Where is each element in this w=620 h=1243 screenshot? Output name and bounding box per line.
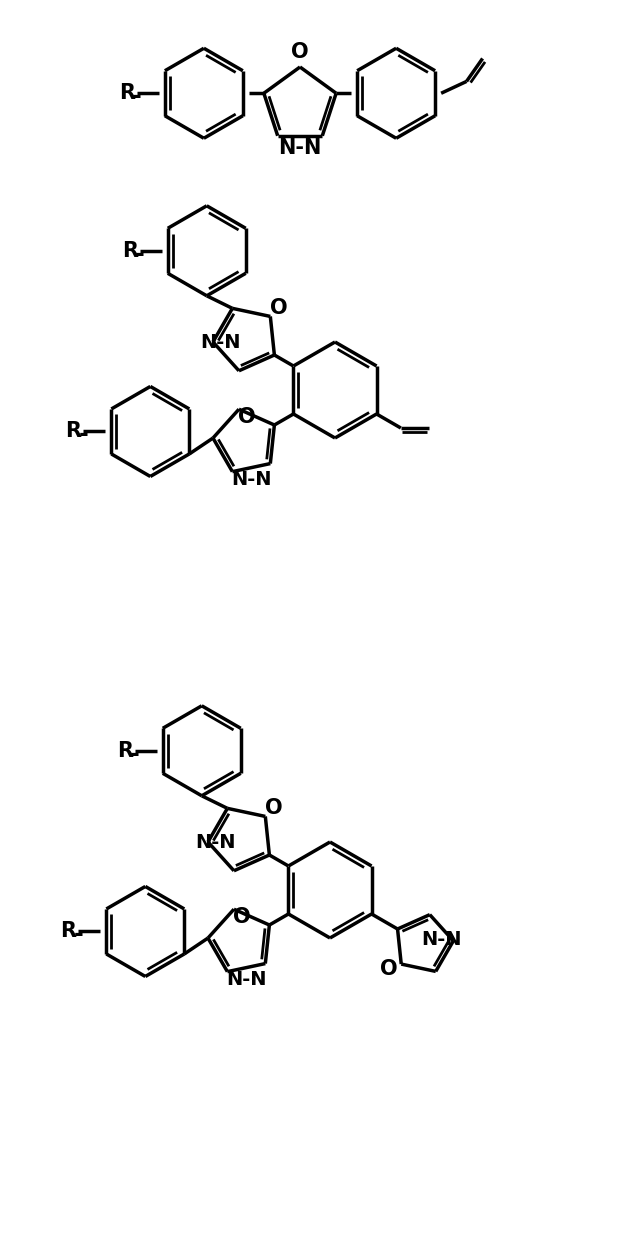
Text: -: - — [79, 423, 88, 446]
Text: O: O — [265, 798, 282, 818]
Text: R: R — [117, 741, 133, 761]
Text: O: O — [233, 907, 250, 927]
Text: R: R — [65, 421, 81, 441]
Text: N-N: N-N — [422, 930, 462, 950]
Text: O: O — [381, 960, 398, 979]
Text: O: O — [238, 408, 256, 428]
Text: R: R — [122, 241, 138, 261]
Text: -: - — [132, 85, 142, 108]
Text: O: O — [270, 298, 287, 318]
Text: N-N: N-N — [278, 138, 322, 158]
Text: R: R — [119, 83, 135, 103]
Text: R: R — [60, 921, 76, 941]
Text: N-N: N-N — [196, 833, 236, 851]
Text: -: - — [135, 242, 144, 266]
Text: -: - — [73, 922, 83, 946]
Text: N-N: N-N — [226, 970, 267, 989]
Text: O: O — [291, 42, 309, 62]
Text: N-N: N-N — [201, 333, 241, 352]
Text: -: - — [130, 742, 140, 766]
Text: N-N: N-N — [231, 470, 272, 488]
